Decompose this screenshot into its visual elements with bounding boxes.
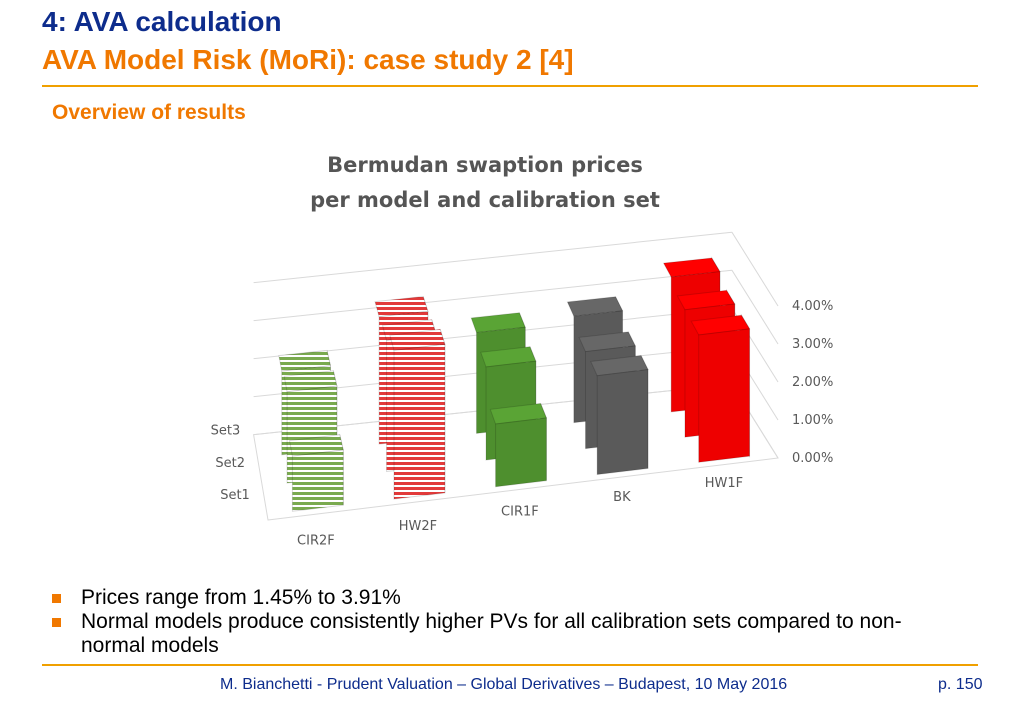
bar-front — [596, 369, 649, 476]
bullet-text: Prices range from 1.45% to 3.91% — [81, 586, 401, 609]
y-tick-label: 0.00% — [792, 451, 833, 466]
bullet-square-icon — [52, 594, 61, 603]
bar-top — [480, 346, 537, 368]
y-tick-label: 4.00% — [792, 299, 833, 314]
gridline — [253, 231, 732, 284]
bar — [288, 434, 344, 512]
chart-bars — [278, 256, 751, 512]
bullet-text: Normal models produce consistently highe… — [81, 610, 902, 657]
category-label: BK — [613, 490, 631, 505]
bar-top — [676, 289, 736, 311]
chart-labels: 0.00% 1.00% 2.00% 3.00% 4.00% CIR2F HW2F CIR1F B… — [211, 299, 834, 548]
category-label: CIR1F — [501, 505, 539, 520]
bullet-item: Prices range from 1.45% to 3.91% — [52, 586, 962, 610]
bar-front — [495, 417, 547, 488]
footer-citation: M. Bianchetti - Prudent Valuation – Glob… — [220, 676, 788, 693]
footer-rule — [42, 664, 978, 666]
y-tick-label: 1.00% — [792, 413, 833, 428]
series-label: Set3 — [211, 423, 241, 438]
bar-front — [393, 343, 446, 500]
section-heading: Overview of results — [52, 101, 246, 124]
bullet-square-icon — [52, 618, 61, 627]
category-label: HW2F — [399, 519, 437, 534]
bullet-list: Prices range from 1.45% to 3.91% Normal … — [52, 586, 962, 658]
slide-title: 4: AVA calculation — [42, 6, 282, 37]
bar-top — [374, 295, 429, 318]
series-label: Set1 — [220, 488, 250, 503]
bar-top — [283, 370, 338, 393]
chart-title-line-1: Bermudan swaption prices — [327, 153, 643, 177]
chart-title-line-2: per model and calibration set — [310, 188, 660, 212]
bar-front — [698, 328, 751, 463]
bar — [590, 354, 649, 476]
bar-top — [578, 331, 637, 353]
slide-subtitle: AVA Model Risk (MoRi): case study 2 [4] — [42, 44, 574, 75]
bar — [489, 402, 548, 488]
chart-title: Bermudan swaption prices per model and c… — [250, 148, 720, 218]
bar — [690, 313, 751, 463]
category-label: CIR2F — [297, 533, 335, 548]
bullet-item: Normal models produce consistently highe… — [52, 610, 962, 658]
y-tick-label: 3.00% — [792, 337, 833, 352]
gridline-side — [731, 231, 779, 307]
y-tick-label: 2.00% — [792, 375, 833, 390]
gridline — [253, 269, 732, 322]
category-label: HW1F — [705, 476, 743, 491]
page-number: p. 150 — [938, 676, 983, 693]
series-label: Set2 — [215, 456, 245, 471]
bar-front — [291, 449, 344, 512]
bar — [389, 328, 446, 500]
bar-top — [470, 312, 526, 334]
gridline-side — [731, 269, 779, 345]
header-rule — [42, 85, 978, 87]
